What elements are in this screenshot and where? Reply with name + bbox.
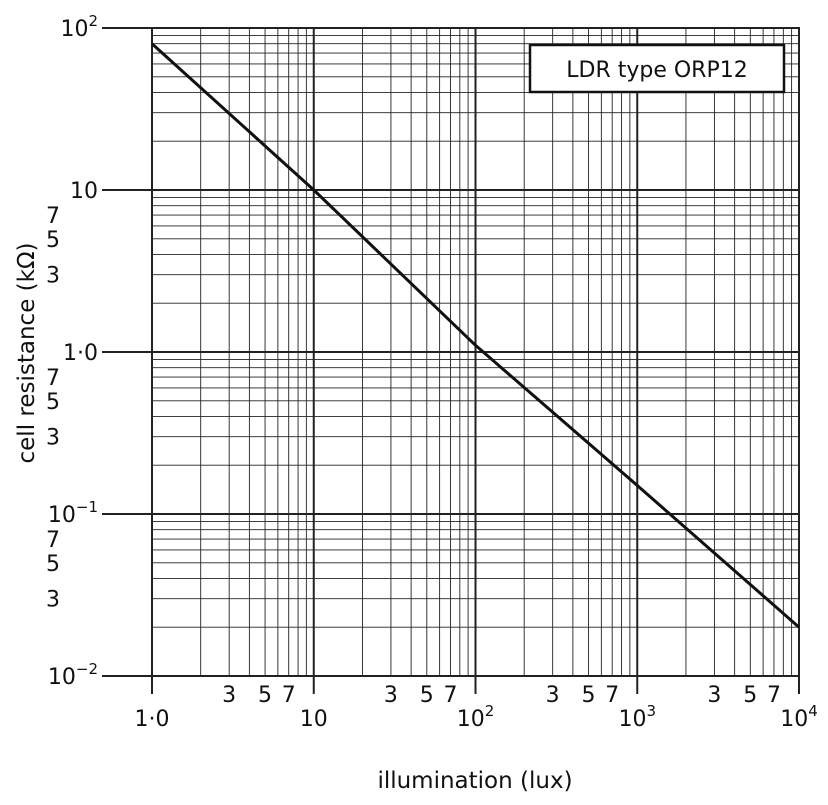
y-minor-tick-label: 5 xyxy=(46,228,60,253)
x-minor-tick-label: 5 xyxy=(258,683,272,708)
y-minor-tick-label: 3 xyxy=(46,426,60,451)
y-minor-tick-label: 3 xyxy=(46,588,60,613)
plot-border xyxy=(151,27,800,677)
y-axis-title: cell resistance (kΩ) xyxy=(14,243,40,464)
y-minor-tick-label: 7 xyxy=(46,366,60,391)
x-minor-tick-label: 3 xyxy=(707,683,721,708)
x-minor-tick-label: 3 xyxy=(222,683,236,708)
x-tick-label: 104 xyxy=(780,702,818,732)
y-tick-label: 102 xyxy=(60,12,98,42)
series-line xyxy=(150,42,800,629)
y-minor-tick-label: 5 xyxy=(46,552,60,577)
x-axis-title: illumination (lux) xyxy=(377,768,572,794)
legend-box xyxy=(528,43,786,94)
y-minor-tick-label: 7 xyxy=(46,204,60,229)
x-minor-tick-label: 5 xyxy=(743,683,757,708)
y-tick-label: 10−2 xyxy=(48,660,98,690)
legend: LDR type ORP12 xyxy=(528,43,786,94)
legend-label: LDR type ORP12 xyxy=(566,58,747,83)
y-minor-tick-label: 5 xyxy=(46,390,60,415)
x-minor-tick-label: 3 xyxy=(546,683,560,708)
x-minor-tick-label: 7 xyxy=(605,683,619,708)
x-tick-label: 102 xyxy=(457,702,495,732)
series-layer xyxy=(150,42,800,629)
y-minor-tick-label: 3 xyxy=(46,264,60,289)
y-tick-label: 1·0 xyxy=(63,341,98,366)
grid xyxy=(102,27,800,694)
x-minor-tick-label: 5 xyxy=(420,683,434,708)
x-minor-tick-label: 7 xyxy=(767,683,781,708)
x-minor-tick-label: 7 xyxy=(282,683,296,708)
x-minor-tick-label: 5 xyxy=(582,683,596,708)
x-tick-label: 1·0 xyxy=(135,707,170,732)
x-tick-label: 10 xyxy=(300,707,328,732)
y-tick-label: 10 xyxy=(70,179,98,204)
y-tick-label: 10−1 xyxy=(48,498,98,528)
x-tick-label: 103 xyxy=(618,702,656,732)
x-minor-tick-label: 3 xyxy=(384,683,398,708)
y-minor-tick-label: 7 xyxy=(46,528,60,553)
x-minor-tick-label: 7 xyxy=(443,683,457,708)
